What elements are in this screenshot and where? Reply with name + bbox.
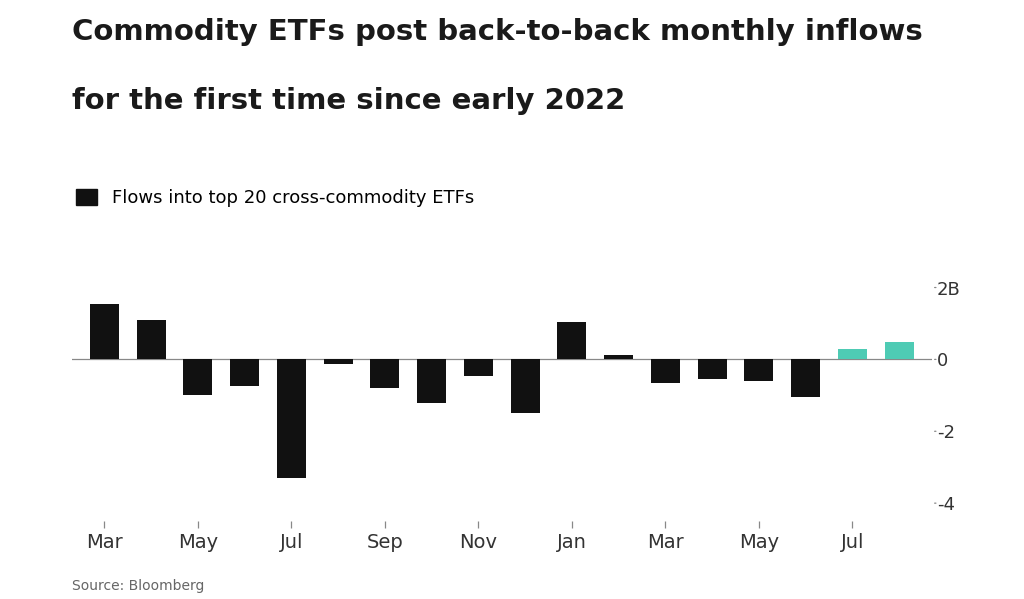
- Bar: [90, 304, 119, 359]
- Bar: [557, 322, 587, 359]
- Bar: [604, 355, 633, 359]
- Bar: [885, 342, 913, 359]
- Text: for the first time since early 2022: for the first time since early 2022: [72, 87, 625, 115]
- Text: Source: Bloomberg: Source: Bloomberg: [72, 579, 204, 593]
- Bar: [276, 359, 306, 478]
- Bar: [744, 359, 773, 381]
- Legend: Flows into top 20 cross-commodity ETFs: Flows into top 20 cross-commodity ETFs: [76, 189, 474, 207]
- Bar: [697, 359, 727, 379]
- Text: Commodity ETFs post back-to-back monthly inflows: Commodity ETFs post back-to-back monthly…: [72, 18, 923, 46]
- Bar: [464, 359, 493, 376]
- Bar: [651, 359, 680, 383]
- Bar: [136, 320, 166, 359]
- Bar: [511, 359, 540, 413]
- Bar: [792, 359, 820, 397]
- Bar: [230, 359, 259, 386]
- Bar: [838, 349, 867, 359]
- Bar: [371, 359, 399, 388]
- Bar: [417, 359, 446, 403]
- Bar: [324, 359, 352, 364]
- Bar: [183, 359, 212, 395]
